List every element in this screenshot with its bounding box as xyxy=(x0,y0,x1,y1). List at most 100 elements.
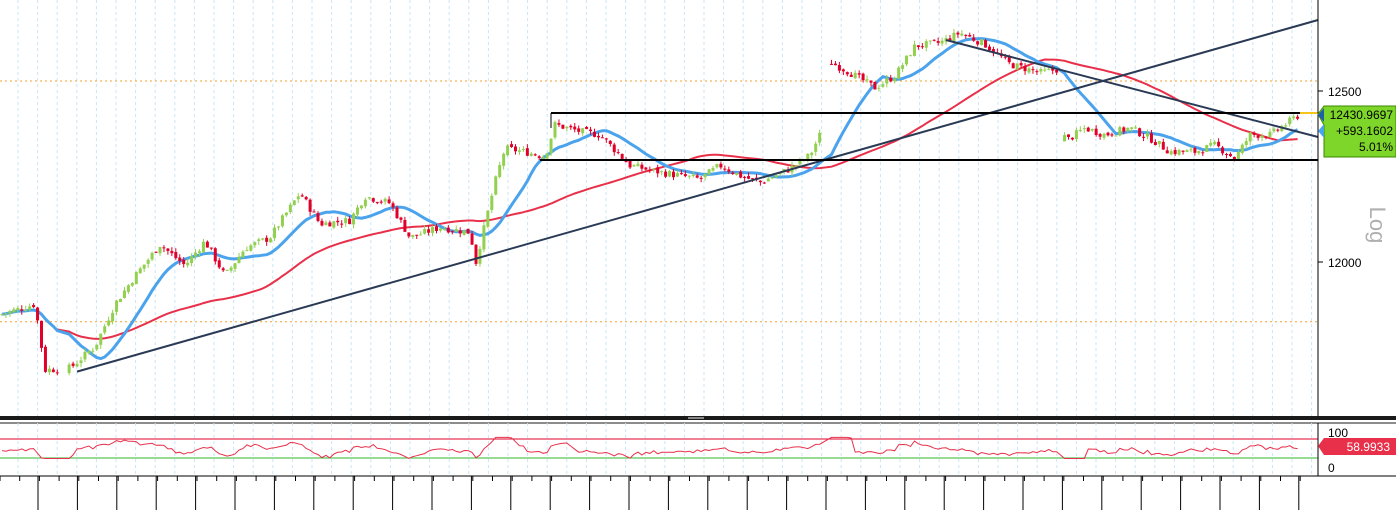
time-axis-ticks xyxy=(0,476,1301,510)
candle-body xyxy=(241,251,245,258)
candle-body xyxy=(751,178,754,180)
candle-body xyxy=(12,309,16,313)
candle-body xyxy=(458,230,462,234)
candle-body xyxy=(1086,127,1090,132)
candle-body xyxy=(916,45,920,48)
candle-body xyxy=(774,175,778,178)
candle-body xyxy=(948,38,952,41)
candle-body xyxy=(1221,147,1225,154)
candle-body xyxy=(1015,63,1019,70)
candle-body xyxy=(687,175,691,177)
candle-body xyxy=(324,222,328,226)
candle-body xyxy=(1236,152,1240,160)
drag-handle-icon[interactable] xyxy=(688,417,704,419)
candle-body xyxy=(1122,127,1126,132)
candle-body xyxy=(198,251,201,253)
candle-body xyxy=(841,69,845,72)
candle-body xyxy=(514,146,517,152)
candle-body xyxy=(849,74,853,77)
candle-body xyxy=(1201,152,1205,154)
candle-body xyxy=(596,135,600,138)
candle-body xyxy=(146,259,150,264)
candle-body xyxy=(865,79,869,81)
candle-body xyxy=(1252,132,1256,135)
candle-body xyxy=(442,228,446,230)
candle-body xyxy=(352,213,356,225)
candle-body xyxy=(837,64,841,71)
candle-body xyxy=(960,33,964,36)
candle-body xyxy=(525,148,529,156)
candle-body xyxy=(723,168,727,170)
candle-body xyxy=(427,229,431,233)
candle-body xyxy=(391,203,395,208)
candle-body xyxy=(205,241,209,248)
candle-body xyxy=(28,306,32,310)
candle-body xyxy=(209,247,213,249)
candle-body xyxy=(549,138,553,154)
candle-body xyxy=(830,63,833,65)
candle-body xyxy=(1181,150,1185,152)
candle-body xyxy=(889,77,893,82)
candle-body xyxy=(174,251,178,259)
candle-body xyxy=(648,169,652,171)
candle-body xyxy=(111,312,115,322)
candle-body xyxy=(533,154,537,156)
candle-body xyxy=(636,163,640,167)
candle-body xyxy=(1074,130,1078,139)
candle-body xyxy=(288,204,292,212)
candle-body xyxy=(257,239,261,241)
candle-body xyxy=(770,177,774,179)
candle-body xyxy=(810,152,814,156)
candle-body xyxy=(1173,149,1177,155)
candle-body xyxy=(490,195,494,210)
candle-body xyxy=(51,369,55,373)
candle-body xyxy=(466,228,470,234)
ma-fast-pointer-icon xyxy=(1318,124,1324,138)
candle-body xyxy=(83,351,87,360)
candle-body xyxy=(1232,156,1236,160)
candle-body xyxy=(304,196,308,200)
candle-body xyxy=(585,126,589,129)
candle-body xyxy=(672,171,675,178)
candle-body xyxy=(1292,116,1296,119)
candle-body xyxy=(1055,69,1059,73)
candle-body xyxy=(1209,142,1213,146)
candle-body xyxy=(320,220,324,226)
candle-body xyxy=(359,205,363,209)
candle-body xyxy=(1047,68,1051,70)
candle-body xyxy=(988,46,991,51)
candle-body xyxy=(182,259,186,265)
ma-fast-line xyxy=(1,37,1299,361)
candle-body xyxy=(1185,150,1189,153)
candle-body xyxy=(20,309,24,311)
candle-body xyxy=(407,232,411,237)
candle-body xyxy=(280,215,284,227)
candle-body xyxy=(1256,135,1260,138)
candle-body xyxy=(869,80,873,83)
candle-body xyxy=(87,351,91,354)
candle-body xyxy=(644,167,648,170)
candle-body xyxy=(1118,127,1122,136)
candle-body xyxy=(1126,127,1130,132)
candle-body xyxy=(1189,149,1193,151)
candle-body xyxy=(506,145,510,156)
candle-body xyxy=(608,140,612,145)
candle-body xyxy=(249,245,253,251)
candle-body xyxy=(217,260,221,268)
candle-body xyxy=(612,144,616,153)
candle-body xyxy=(853,72,857,79)
candle-body xyxy=(1228,153,1232,157)
candle-body xyxy=(284,212,288,216)
candle-body xyxy=(1019,63,1023,66)
last-price-box: 12430.9697 +593.1602 5.01% xyxy=(1317,105,1396,158)
candle-body xyxy=(446,227,450,233)
candle-body xyxy=(40,320,43,348)
candle-body xyxy=(478,248,482,264)
candle-body xyxy=(1106,132,1110,136)
candle-body xyxy=(656,167,660,174)
candle-body xyxy=(273,227,277,239)
candle-body xyxy=(502,153,506,166)
candle-body xyxy=(158,246,162,254)
candle-body xyxy=(470,233,474,245)
